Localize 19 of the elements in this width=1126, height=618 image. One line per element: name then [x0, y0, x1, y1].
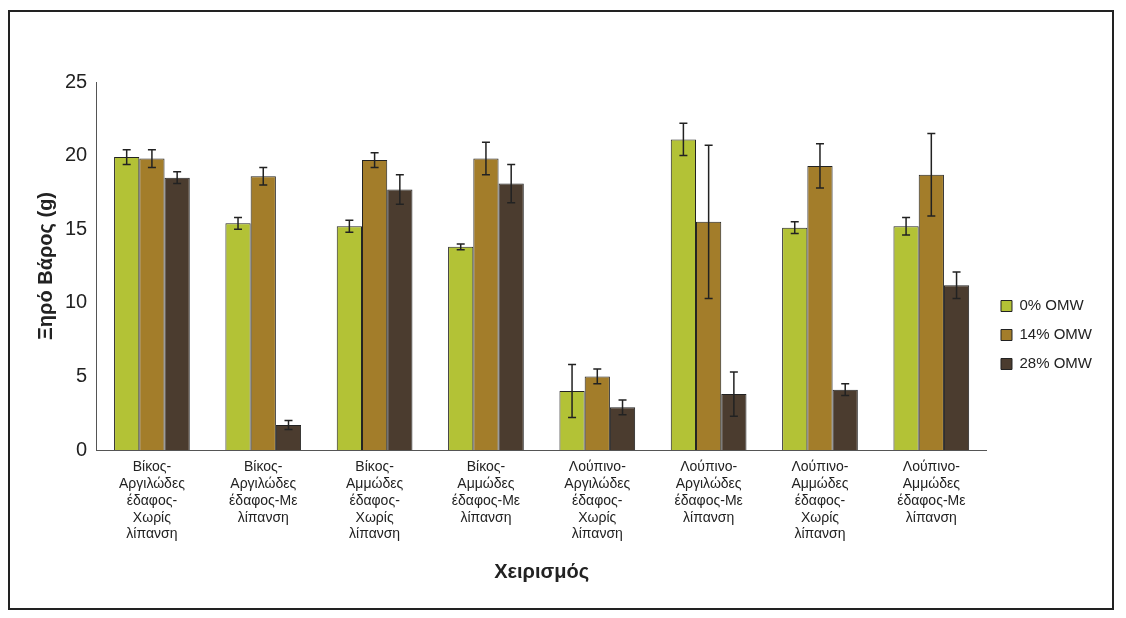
x-tick-label: Λούπινο-Αμμώδες έδαφος-Με λίπανση — [897, 458, 966, 525]
y-tick-label: 15 — [65, 216, 88, 239]
x-tick-label: Βίκος-Αργιλώδες έδαφος-Χωρίς λίπανση — [118, 458, 186, 542]
legend-label: 0% OMW — [1019, 296, 1085, 314]
y-tick-label: 0 — [76, 437, 88, 460]
x-tick-label: Βίκος-Αργιλώδες έδαφος-Με λίπανση — [229, 458, 298, 525]
y-tick-label: 25 — [65, 69, 88, 92]
y-tick-label: 5 — [76, 363, 88, 386]
legend-label: 14% OMW — [1019, 325, 1093, 343]
legend-label: 28% OMW — [1019, 354, 1093, 372]
x-tick-label: Λούπινο-Αμμώδες έδαφος-Χωρίς λίπανση — [791, 458, 849, 542]
x-tick-label: Λούπινο-Αργιλώδες έδαφος-Χωρίς λίπανση — [564, 458, 631, 542]
x-tick-label: Λούπινο-Αργιλώδες έδαφος-Με λίπανση — [674, 458, 743, 525]
y-axis-title: Ξηρό Βάρος (g) — [33, 191, 56, 341]
y-tick-label: 20 — [65, 143, 88, 166]
y-tick-label: 10 — [65, 290, 88, 313]
x-axis-title: Χειρισμός — [494, 559, 590, 582]
x-tick-label: Βίκος-Αμμώδες έδαφος-Με λίπανση — [451, 458, 521, 525]
x-tick-label: Βίκος-Αμμώδες έδαφος-Χωρίς λίπανση — [346, 458, 404, 542]
